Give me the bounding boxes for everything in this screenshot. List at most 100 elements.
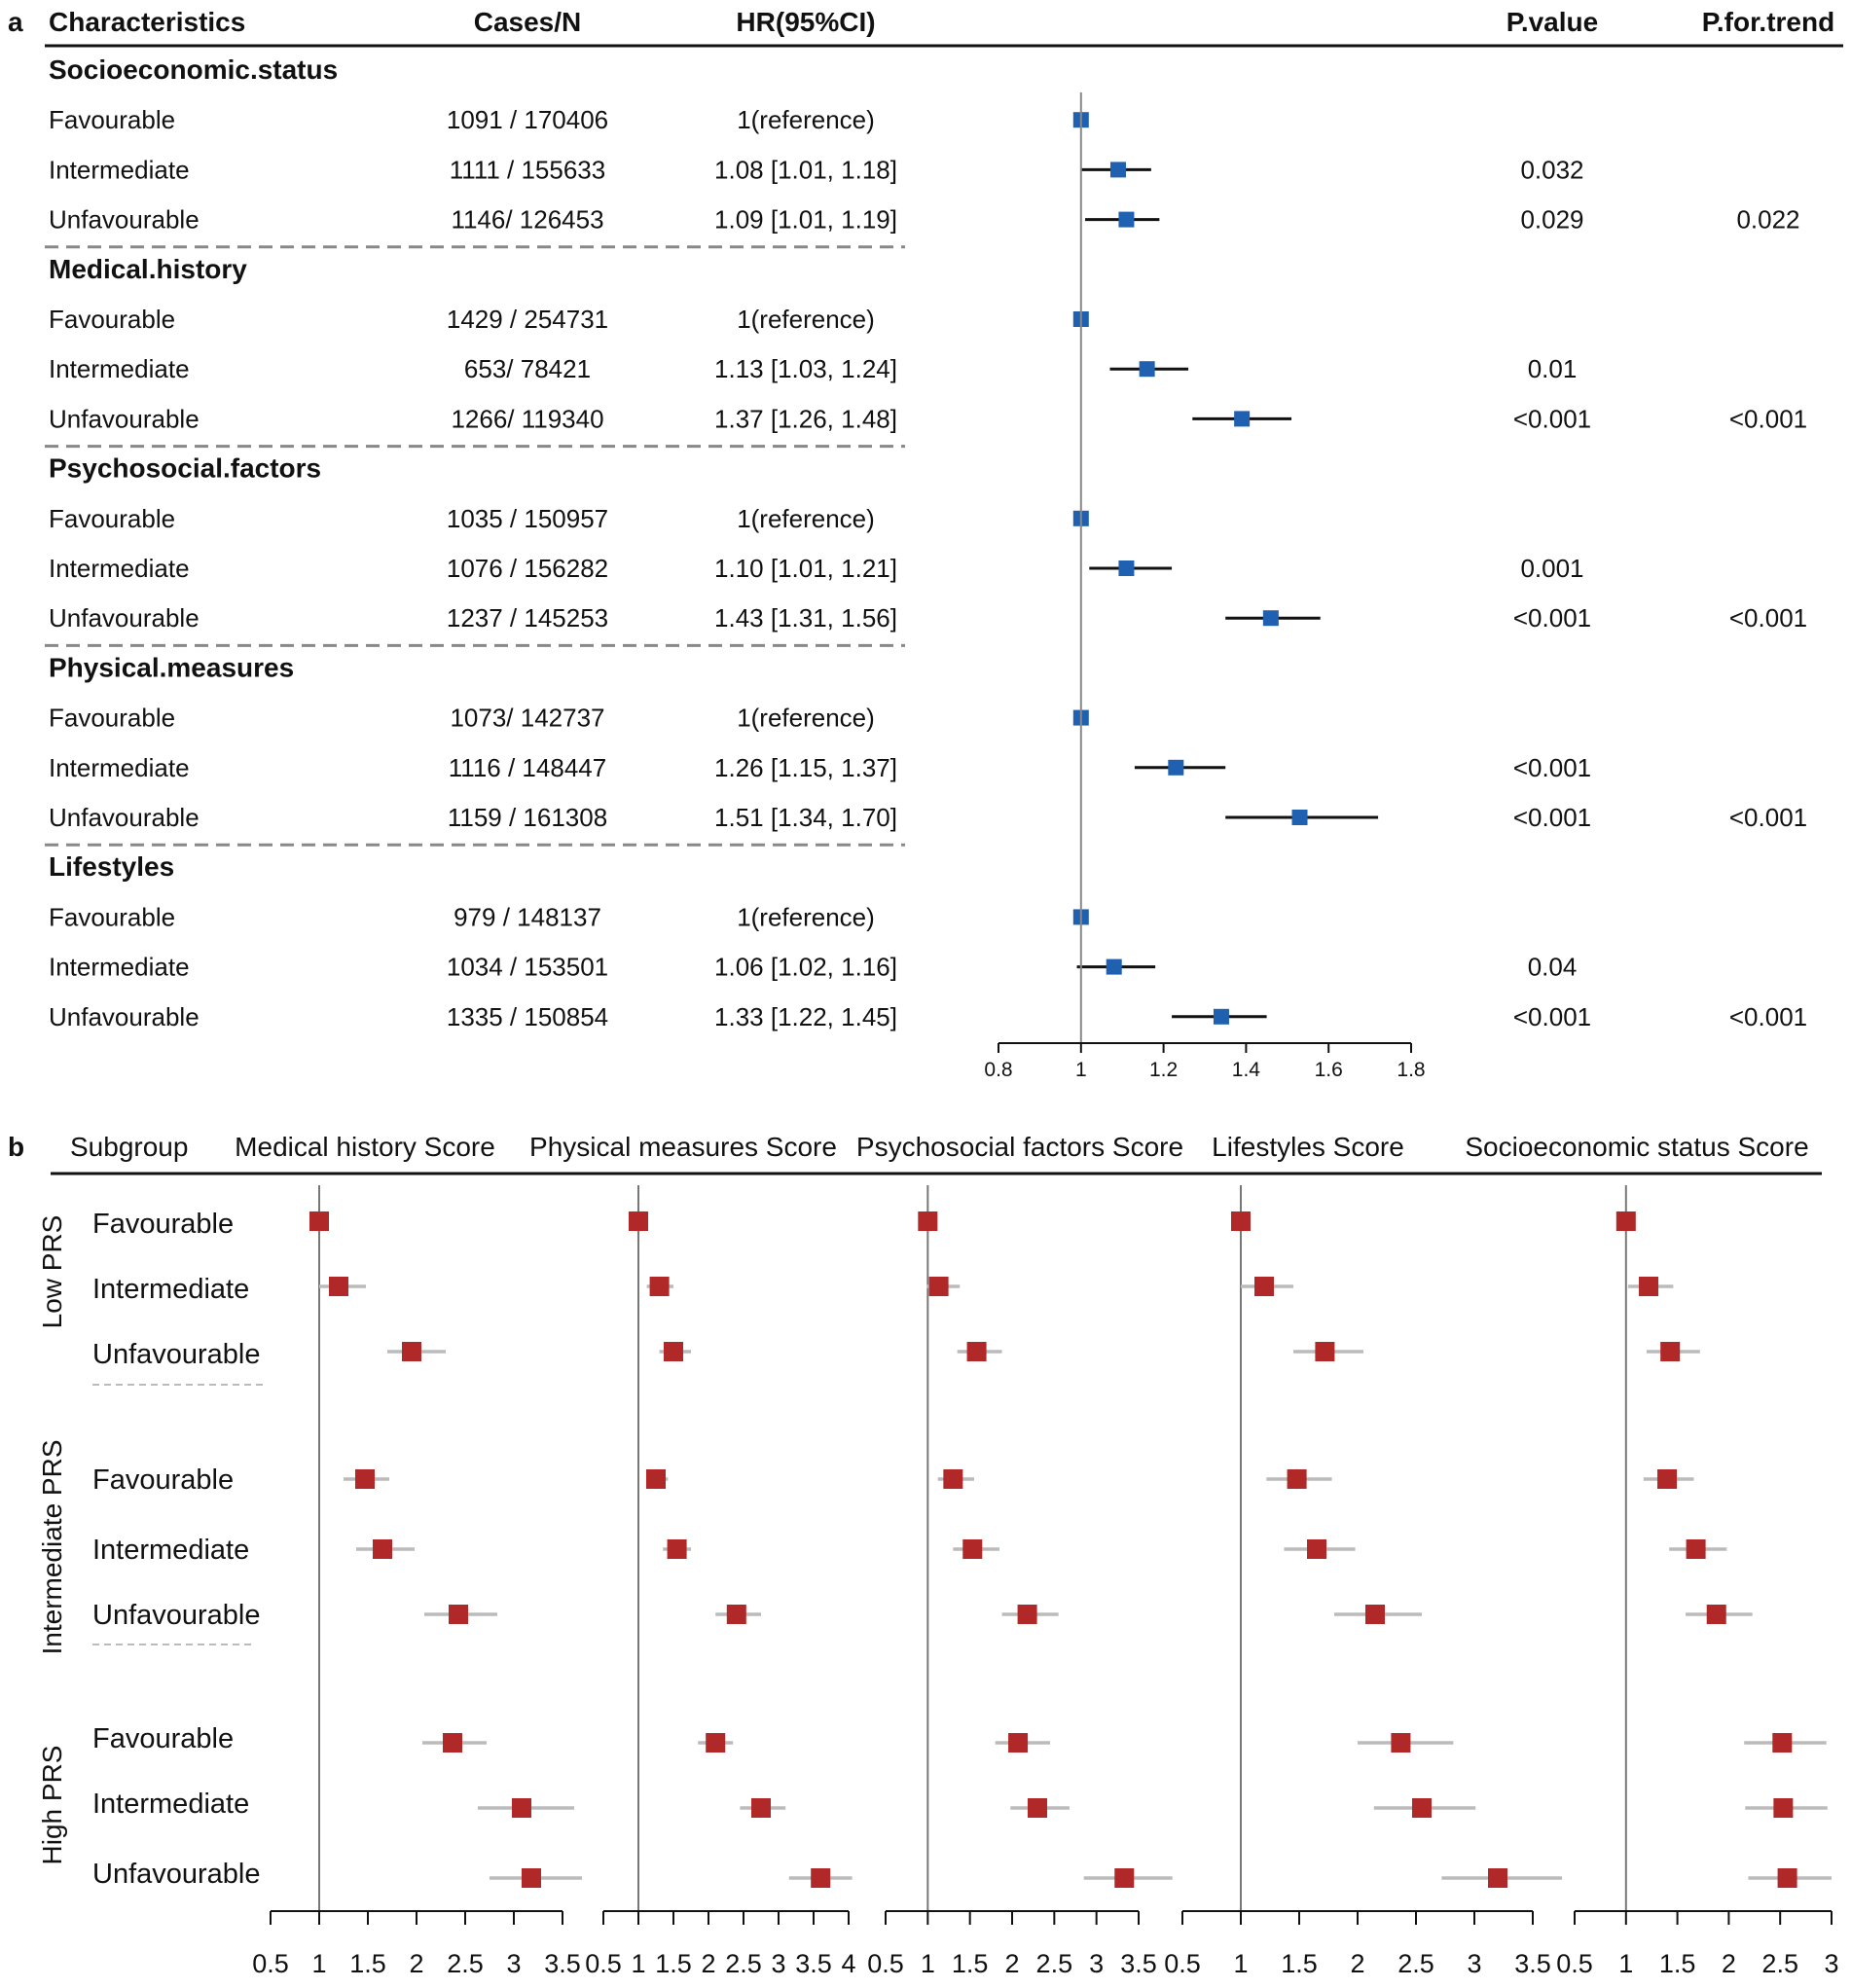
panel-a-row-label: Favourable xyxy=(49,902,175,931)
panel-a-cases: 979 / 148137 xyxy=(454,902,601,931)
panel-b-column-title: Psychosocial factors Score xyxy=(856,1132,1183,1162)
panel-b-label: b xyxy=(8,1132,24,1162)
panel-b-tick-label: 1.5 xyxy=(1659,1949,1696,1978)
panel-a-tick-label: 1.4 xyxy=(1232,1059,1261,1081)
panel-b-hr-marker xyxy=(706,1733,726,1753)
panel-a-hr-text: 1(reference) xyxy=(737,105,875,134)
panel-b-tick-label: 3 xyxy=(1467,1949,1481,1978)
panel-a-hr-text: 1(reference) xyxy=(737,504,875,533)
panel-a-row-label: Unfavourable xyxy=(49,803,200,832)
panel-a-cases: 1335 / 150854 xyxy=(447,1002,608,1031)
panel-b-hr-marker xyxy=(1114,1868,1135,1888)
panel-a: a Characteristics Cases/N HR(95%CI) P.value P… xyxy=(8,7,1843,1081)
panel-b-hr-marker xyxy=(918,1211,938,1231)
panel-a-hr-marker xyxy=(1234,411,1251,427)
panel-b-hr-marker xyxy=(629,1211,648,1231)
panel-b-tick-label: 1 xyxy=(1618,1949,1633,1978)
panel-a-hr-text: 1.37 [1.26, 1.48] xyxy=(714,404,897,433)
panel-b-hr-marker xyxy=(1660,1342,1681,1361)
panel-b-hr-marker xyxy=(1254,1277,1274,1296)
panel-b-column-title: Medical history Score xyxy=(235,1132,495,1162)
panel-a-row-label: Favourable xyxy=(49,105,175,134)
panel-b-row-label: Favourable xyxy=(92,1209,234,1240)
panel-a-row-label: Favourable xyxy=(49,704,175,733)
panel-a-hr-marker xyxy=(1118,211,1135,228)
panel-b-hr-marker xyxy=(1365,1605,1385,1624)
panel-b-hr-marker xyxy=(449,1605,468,1624)
panel-a-hr-text: 1(reference) xyxy=(737,305,875,334)
panel-b-tick-label: 3.5 xyxy=(795,1949,832,1978)
panel-a-label: a xyxy=(8,7,23,37)
panel-a-row-label: Intermediate xyxy=(49,554,190,583)
panel-a-hr-text: 1.13 [1.03, 1.24] xyxy=(714,354,897,383)
panel-a-group-title: Medical.history xyxy=(49,254,247,284)
panel-b-hr-marker xyxy=(664,1342,683,1361)
panel-a-header-0: Characteristics xyxy=(49,7,245,37)
panel-a-header-3: P.value xyxy=(1506,7,1598,37)
panel-a-hr-marker xyxy=(1213,1008,1229,1025)
panel-b-tick-label: 2.5 xyxy=(1397,1949,1434,1978)
panel-b: b Subgroup Favourable Intermediate Unfavoura… xyxy=(8,1132,1839,1978)
panel-b-hr-marker xyxy=(726,1605,746,1624)
panel-a-hr-text: 1.51 [1.34, 1.70] xyxy=(714,803,897,832)
panel-b-hr-marker xyxy=(1777,1868,1797,1888)
panel-b-prs-group-label: Intermediate PRS xyxy=(37,1440,67,1655)
panel-a-group-title: Psychosocial.factors xyxy=(49,453,321,484)
panel-b-row-label: Intermediate xyxy=(92,1274,249,1305)
panel-b-tick-label: 2.5 xyxy=(725,1949,762,1978)
panel-b-hr-marker xyxy=(329,1277,348,1296)
panel-b-tick-label: 2 xyxy=(1722,1949,1736,1978)
panel-b-hr-marker xyxy=(928,1277,949,1296)
panel-a-row-label: Favourable xyxy=(49,504,175,533)
panel-b-row-label: Favourable xyxy=(92,1723,234,1754)
panel-a-group-title: Lifestyles xyxy=(49,851,174,882)
panel-a-hr-text: 1.33 [1.22, 1.45] xyxy=(714,1002,897,1031)
panel-a-hr-text: 1.10 [1.01, 1.21] xyxy=(714,554,897,583)
panel-a-tick-label: 1.6 xyxy=(1315,1059,1343,1081)
panel-b-tick-label: 2 xyxy=(1350,1949,1364,1978)
panel-b-tick-label: 0.5 xyxy=(1164,1949,1201,1978)
panel-b-hr-marker xyxy=(402,1342,421,1361)
panel-b-hr-marker xyxy=(1488,1868,1507,1888)
panel-b-tick-label: 2.5 xyxy=(1761,1949,1798,1978)
panel-a-hr-marker xyxy=(1291,810,1308,825)
panel-a-row-label: Intermediate xyxy=(49,753,190,782)
panel-a-row-label: Intermediate xyxy=(49,155,190,184)
panel-a-pvalue: <0.001 xyxy=(1513,603,1591,633)
panel-b-hr-marker xyxy=(751,1798,771,1818)
panel-a-pvalue: <0.001 xyxy=(1513,803,1591,832)
panel-b-tick-label: 0.5 xyxy=(867,1949,904,1978)
panel-b-tick-label: 2 xyxy=(409,1949,423,1978)
panel-b-hr-marker xyxy=(355,1469,375,1489)
panel-b-hr-marker xyxy=(667,1539,687,1559)
panel-b-hr-marker xyxy=(1657,1469,1678,1489)
panel-b-subgroup-header: Subgroup xyxy=(70,1132,188,1162)
panel-a-group-title: Physical.measures xyxy=(49,652,294,682)
panel-b-row-label: Intermediate xyxy=(92,1535,249,1566)
panel-a-cases: 1237 / 145253 xyxy=(447,603,608,633)
panel-b-hr-marker xyxy=(943,1469,963,1489)
panel-a-cases: 1091 / 170406 xyxy=(447,105,608,134)
panel-a-pvalue: 0.001 xyxy=(1520,554,1583,583)
panel-b-row-label: Intermediate xyxy=(92,1789,249,1820)
panel-b-column-title: Physical measures Score xyxy=(529,1132,837,1162)
panel-a-cases: 1034 / 153501 xyxy=(447,953,608,982)
panel-a-row-label: Unfavourable xyxy=(49,603,200,633)
panel-b-hr-marker xyxy=(962,1539,983,1559)
panel-b-hr-marker xyxy=(309,1211,329,1231)
panel-a-row-label: Favourable xyxy=(49,305,175,334)
panel-a-hr-text: 1.43 [1.31, 1.56] xyxy=(714,603,897,633)
panel-b-tick-label: 3 xyxy=(506,1949,521,1978)
panel-b-hr-marker xyxy=(1773,1798,1794,1818)
panel-b-hr-marker xyxy=(1008,1733,1029,1753)
panel-a-row-label: Intermediate xyxy=(49,354,190,383)
panel-a-row-label: Unfavourable xyxy=(49,1002,200,1031)
panel-a-ptrend: <0.001 xyxy=(1729,603,1807,633)
panel-b-row-label: Unfavourable xyxy=(92,1339,261,1370)
panel-a-cases: 1073/ 142737 xyxy=(450,704,604,733)
panel-a-cases: 1076 / 156282 xyxy=(447,554,608,583)
panel-b-hr-marker xyxy=(646,1469,666,1489)
panel-b-column-title: Lifestyles Score xyxy=(1212,1132,1404,1162)
panel-b-tick-label: 1.5 xyxy=(655,1949,692,1978)
